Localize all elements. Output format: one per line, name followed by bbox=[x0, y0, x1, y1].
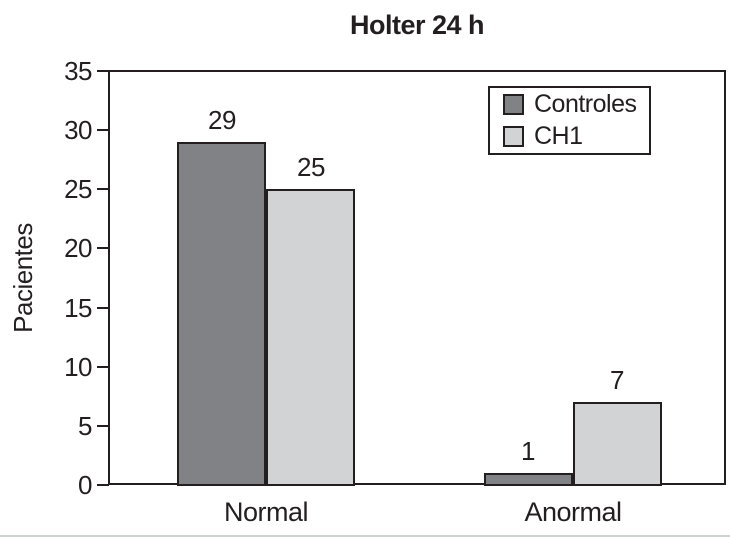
bar-ch1-normal bbox=[266, 189, 355, 486]
y-tick-mark bbox=[97, 188, 109, 190]
legend: Controles CH1 bbox=[488, 86, 651, 155]
bar-value-label: 25 bbox=[297, 152, 325, 182]
x-category-label: Anormal bbox=[524, 497, 622, 527]
legend-swatch-icon bbox=[503, 94, 524, 115]
legend-item-controles: Controles bbox=[503, 91, 649, 118]
y-tick-mark bbox=[97, 70, 109, 72]
bar-controles-anormal bbox=[484, 473, 573, 486]
chart-title: Holter 24 h bbox=[349, 10, 485, 40]
y-tick-label: 15 bbox=[64, 293, 92, 323]
y-tick-mark bbox=[97, 366, 109, 368]
y-axis-title: Pacientes bbox=[8, 223, 38, 333]
legend-item-ch1: CH1 bbox=[503, 123, 649, 150]
plot-frame bbox=[108, 70, 726, 485]
bar-value-label: 7 bbox=[610, 365, 624, 395]
y-tick-mark bbox=[97, 247, 109, 249]
bottom-edge-line bbox=[0, 535, 730, 537]
bar-value-label: 1 bbox=[521, 436, 535, 466]
y-tick-mark bbox=[97, 484, 109, 486]
y-tick-label: 0 bbox=[78, 470, 92, 500]
legend-label: CH1 bbox=[534, 122, 583, 150]
legend-label: Controles bbox=[534, 90, 637, 118]
y-tick-mark bbox=[97, 425, 109, 427]
y-tick-label: 20 bbox=[64, 233, 92, 263]
y-tick-label: 30 bbox=[64, 115, 92, 145]
y-tick-mark bbox=[97, 129, 109, 131]
y-tick-label: 35 bbox=[64, 56, 92, 86]
y-tick-label: 5 bbox=[78, 411, 92, 441]
legend-swatch-icon bbox=[503, 126, 524, 147]
bar-value-label: 29 bbox=[208, 105, 236, 135]
x-category-label: Normal bbox=[223, 497, 309, 527]
y-tick-mark bbox=[97, 307, 109, 309]
bar-ch1-anormal bbox=[573, 402, 662, 486]
y-tick-label: 10 bbox=[64, 352, 92, 382]
y-tick-label: 25 bbox=[64, 174, 92, 204]
bar-controles-normal bbox=[177, 142, 266, 486]
